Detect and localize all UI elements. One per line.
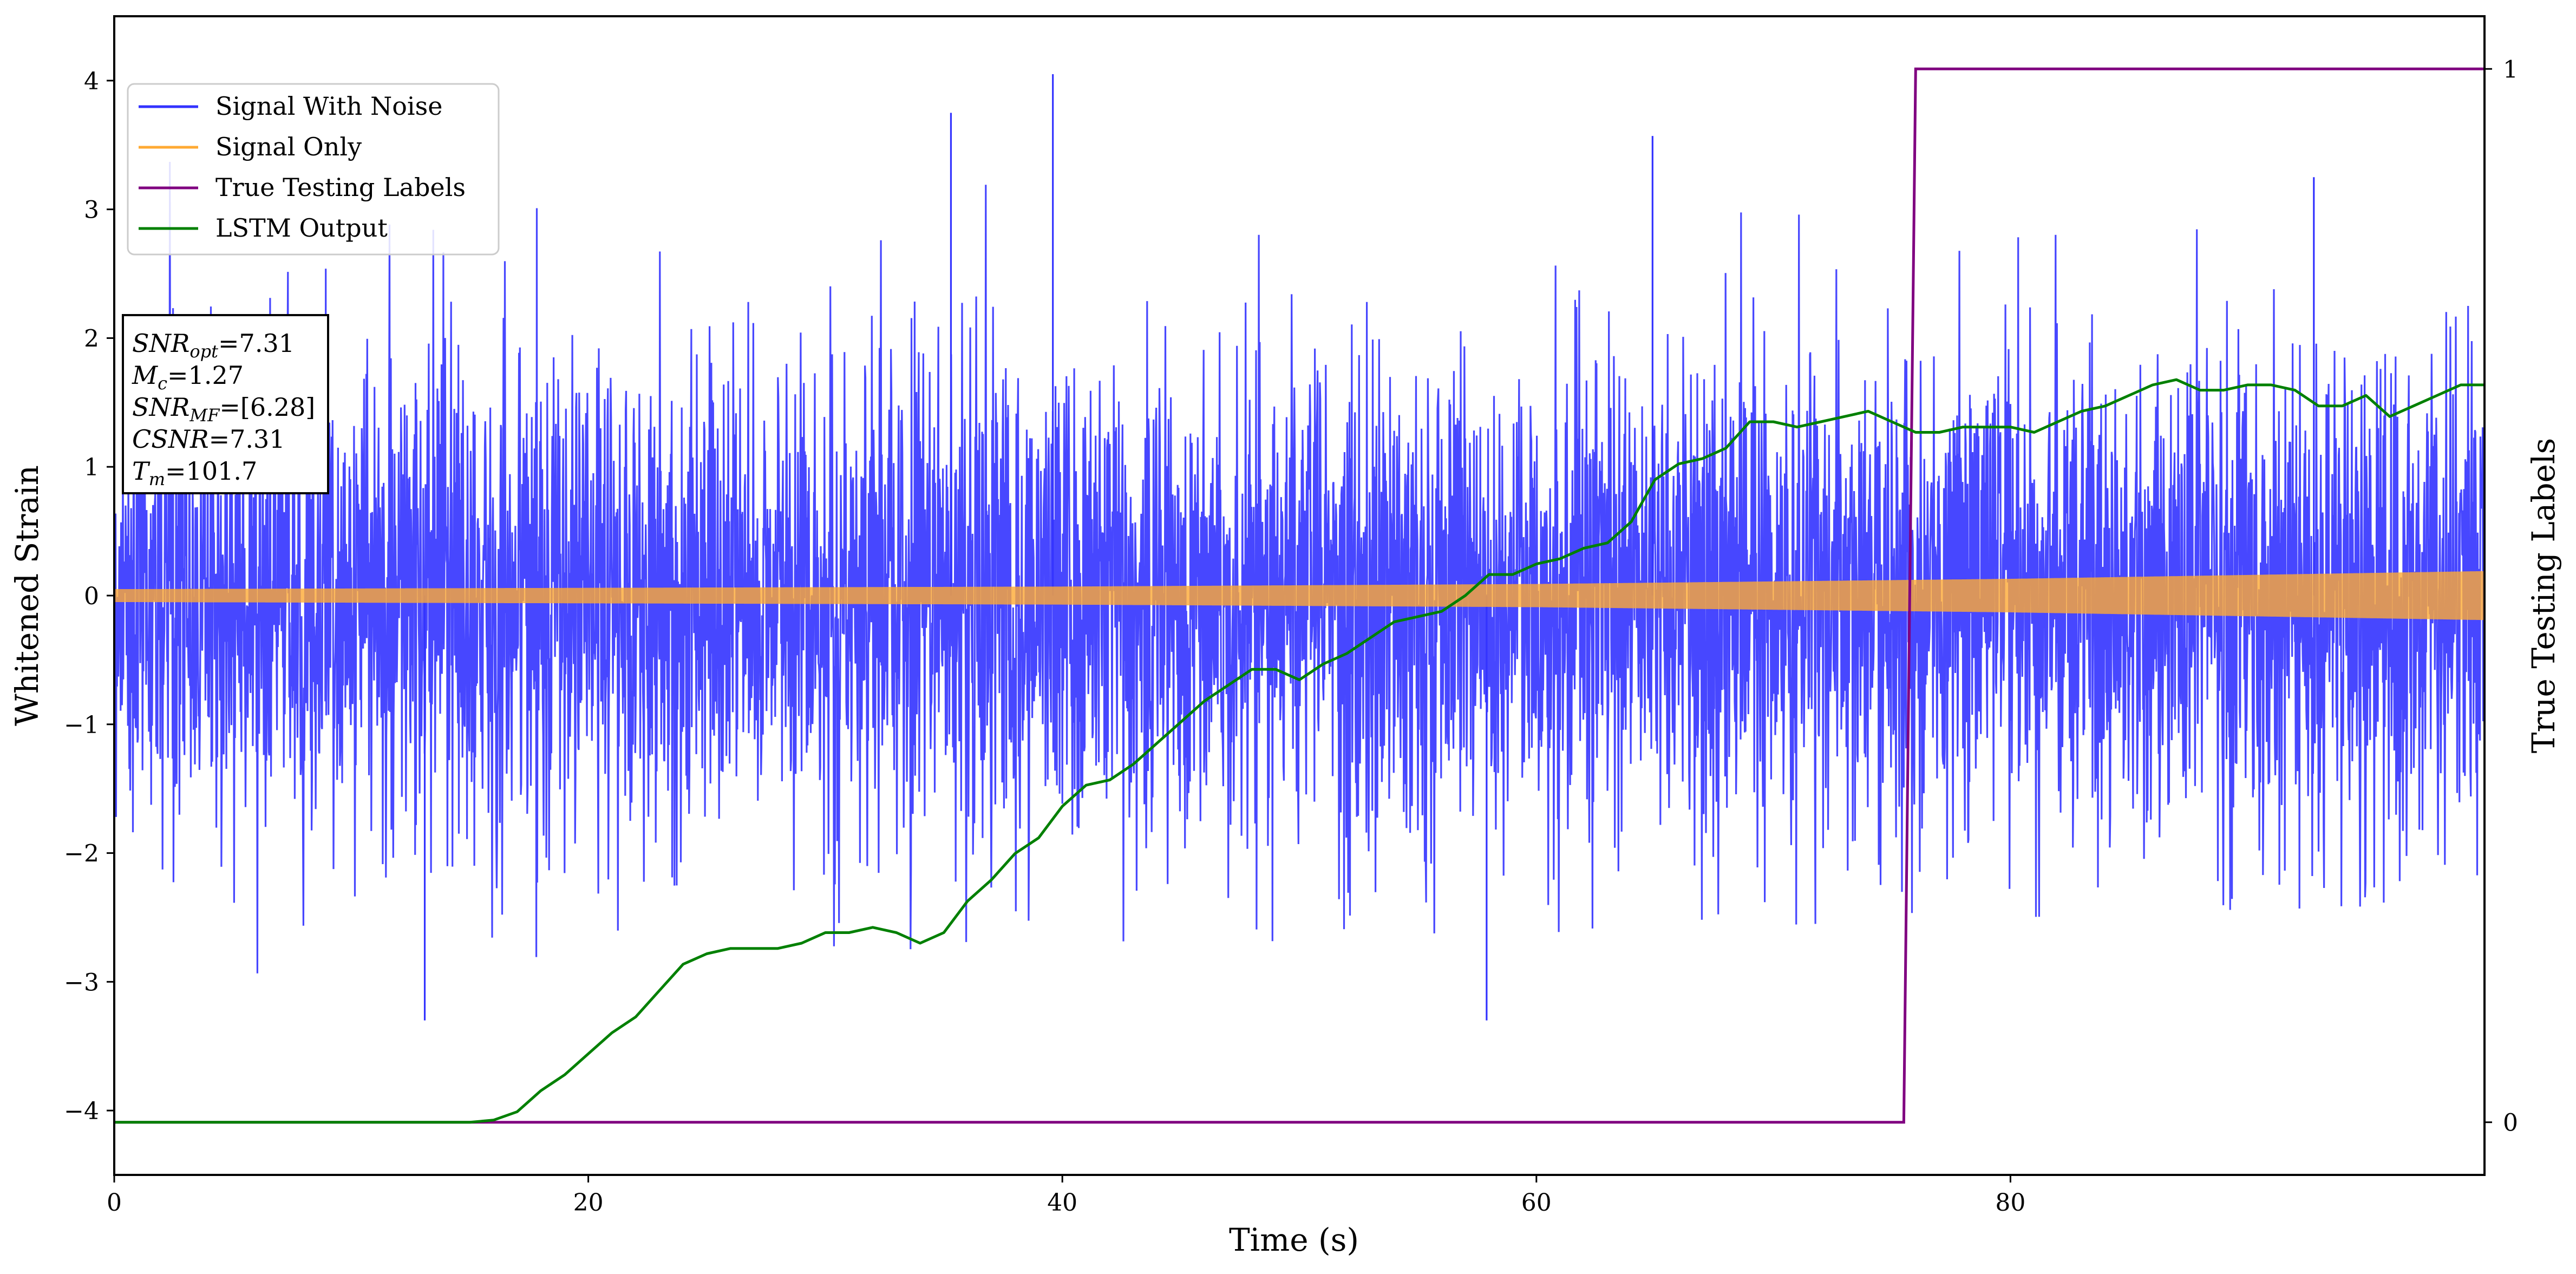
annotation-line-4: Tm=101.7: [132, 456, 257, 489]
y-axis-label: Whitened Strain: [9, 465, 45, 726]
x-tick-label-3: 60: [1521, 1189, 1552, 1217]
annotation-line-2: SNRMF=[6.28]: [132, 393, 315, 426]
x-tick-label-0: 0: [107, 1189, 122, 1217]
y-tick-label-3: −1: [64, 711, 99, 739]
y-tick-label-6: 2: [84, 325, 99, 352]
y-tick-label-1: −3: [64, 969, 99, 996]
annotation-box: [122, 314, 329, 494]
annotation-line-1: Mc=1.27: [132, 361, 244, 394]
x-tick-label-2: 40: [1047, 1189, 1077, 1217]
y-tick-label-5: 1: [84, 454, 99, 481]
y-tick-label-2: −2: [64, 840, 99, 868]
legend: Signal With Noise Signal Only True Testi…: [127, 83, 500, 256]
y2-tick-label-0: 0: [2503, 1109, 2518, 1137]
legend-label-lstm-output: LSTM Output: [215, 213, 388, 243]
x-axis-label: Time (s): [1229, 1221, 1359, 1258]
x-tick-label-1: 20: [573, 1189, 604, 1217]
series-true-testing-labels: [114, 67, 2485, 1124]
y2-tick-label-1: 1: [2503, 56, 2518, 83]
y-axis-ticks: −4 −3 −2 −1 0 1 2 3 4: [64, 68, 114, 1125]
legend-label-signal-with-noise: Signal With Noise: [215, 92, 442, 121]
y-tick-label-4: 0: [84, 583, 99, 610]
legend-box: [127, 83, 500, 256]
y2-axis-label: True Testing Labels: [2525, 438, 2562, 753]
legend-label-true-testing-labels: True Testing Labels: [215, 173, 466, 202]
x-axis-ticks: 0 20 40 60 80: [107, 1175, 2025, 1217]
series-signal-only: [114, 571, 2485, 620]
annotation-line-0: SNRopt=7.31: [132, 329, 295, 362]
annotation-line-3: CSNR=7.31: [132, 424, 285, 454]
series-layer: [114, 67, 2485, 1124]
parameter-annotation: SNRopt=7.31Mc=1.27SNRMF=[6.28]CSNR=7.31T…: [122, 314, 329, 494]
y-tick-label-7: 3: [84, 197, 99, 224]
y2-axis-ticks: 01: [2485, 56, 2518, 1137]
series-lstm-output: [114, 378, 2485, 1124]
legend-label-signal-only: Signal Only: [215, 132, 362, 161]
y-tick-label-0: −4: [64, 1097, 99, 1125]
x-tick-label-4: 80: [1995, 1189, 2025, 1217]
y-tick-label-8: 4: [84, 68, 99, 95]
